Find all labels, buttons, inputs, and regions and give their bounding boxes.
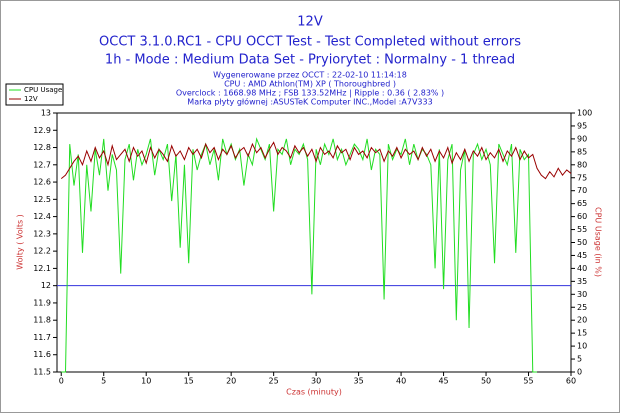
x-tick-label: 40 [396,377,406,386]
x-tick-label: 5 [101,377,106,386]
x-tick-label: 15 [184,377,194,386]
legend-label: CPU Usage [24,86,62,94]
y-tick-label: 11.8 [33,316,51,325]
y2-tick-label: 0 [577,368,582,377]
y2-tick-label: 40 [577,264,587,273]
y-tick-label: 12.2 [33,247,51,256]
y2-tick-label: 45 [577,251,587,260]
y2-tick-label: 25 [577,303,587,312]
x-tick-label: 55 [523,377,533,386]
data-line [61,137,538,373]
y2-tick-label: 15 [577,329,587,338]
y2-tick-label: 95 [577,121,587,130]
y-tick-label: 12.5 [33,195,51,204]
y-tick-label: 11.5 [33,368,51,377]
y-tick-label: 12 [41,281,51,290]
y2-tick-label: 100 [577,109,592,118]
chart-title: 12V [297,15,323,30]
y2-tick-label: 90 [577,134,587,143]
data-line [60,141,572,180]
info: Marka płyty głównej :ASUSTeK Computer IN… [187,97,432,107]
x-tick-label: 50 [481,377,491,386]
y2-tick-label: 30 [577,290,587,299]
y2-tick-label: 70 [577,186,587,195]
x-tick-label: 45 [438,377,448,386]
y2-tick-label: 5 [577,355,582,364]
subtitle: OCCT 3.1.0.RC1 - CPU OCCT Test - Test Co… [99,35,521,50]
y2-tick-label: 65 [577,199,587,208]
y-tick-label: 12.6 [33,178,51,187]
y2-tick-label: 60 [577,212,587,221]
y-tick-label: 12.7 [33,160,51,169]
info: Wygenerowane przez OCCT : 22-02-10 11:14… [213,71,407,80]
legend-box [5,83,64,106]
x-tick-label: 60 [566,377,576,386]
y2-tick-label: 20 [577,316,587,325]
info: CPU : AMD Athlon(TM) XP ( Thoroughbred ) [224,80,396,89]
x-tick-label: 35 [354,377,364,386]
x-axis-label: Czas (minuty) [286,388,342,397]
y-tick-label: 11.9 [33,298,51,307]
x-tick-label: 25 [269,377,279,386]
y-tick-label: 12.9 [33,126,51,135]
y-tick-label: 11.6 [33,350,51,359]
y2-tick-label: 75 [577,173,587,182]
y-tick-label: 12.1 [33,264,51,273]
x-tick-label: 20 [226,377,236,386]
x-tick-label: 30 [311,377,321,386]
y-tick-label: 11.7 [33,333,51,342]
info: Overclock : 1668.98 MHz ; FSB 133.52MHz … [176,89,444,98]
y-tick-label: 12.3 [33,229,51,238]
y2-axis-label: CPU Usage (in %) [594,207,603,277]
y-tick-label: 13 [41,109,51,118]
y-tick-label: 12.8 [33,143,51,152]
subtitle: 1h - Mode : Medium Data Set - Pryiorytet… [105,53,515,68]
y2-tick-label: 35 [577,277,587,286]
y2-tick-label: 80 [577,160,587,169]
y2-tick-label: 50 [577,238,587,247]
y-axis-label: Wolty ( Volts ) [16,214,25,270]
y2-tick-label: 85 [577,147,587,156]
y2-tick-label: 10 [577,342,587,351]
legend-label: 12V [24,95,38,103]
x-tick-label: 10 [141,377,151,386]
x-tick-label: 0 [59,377,64,386]
y-tick-label: 12.4 [33,212,51,221]
y2-tick-label: 55 [577,225,587,234]
